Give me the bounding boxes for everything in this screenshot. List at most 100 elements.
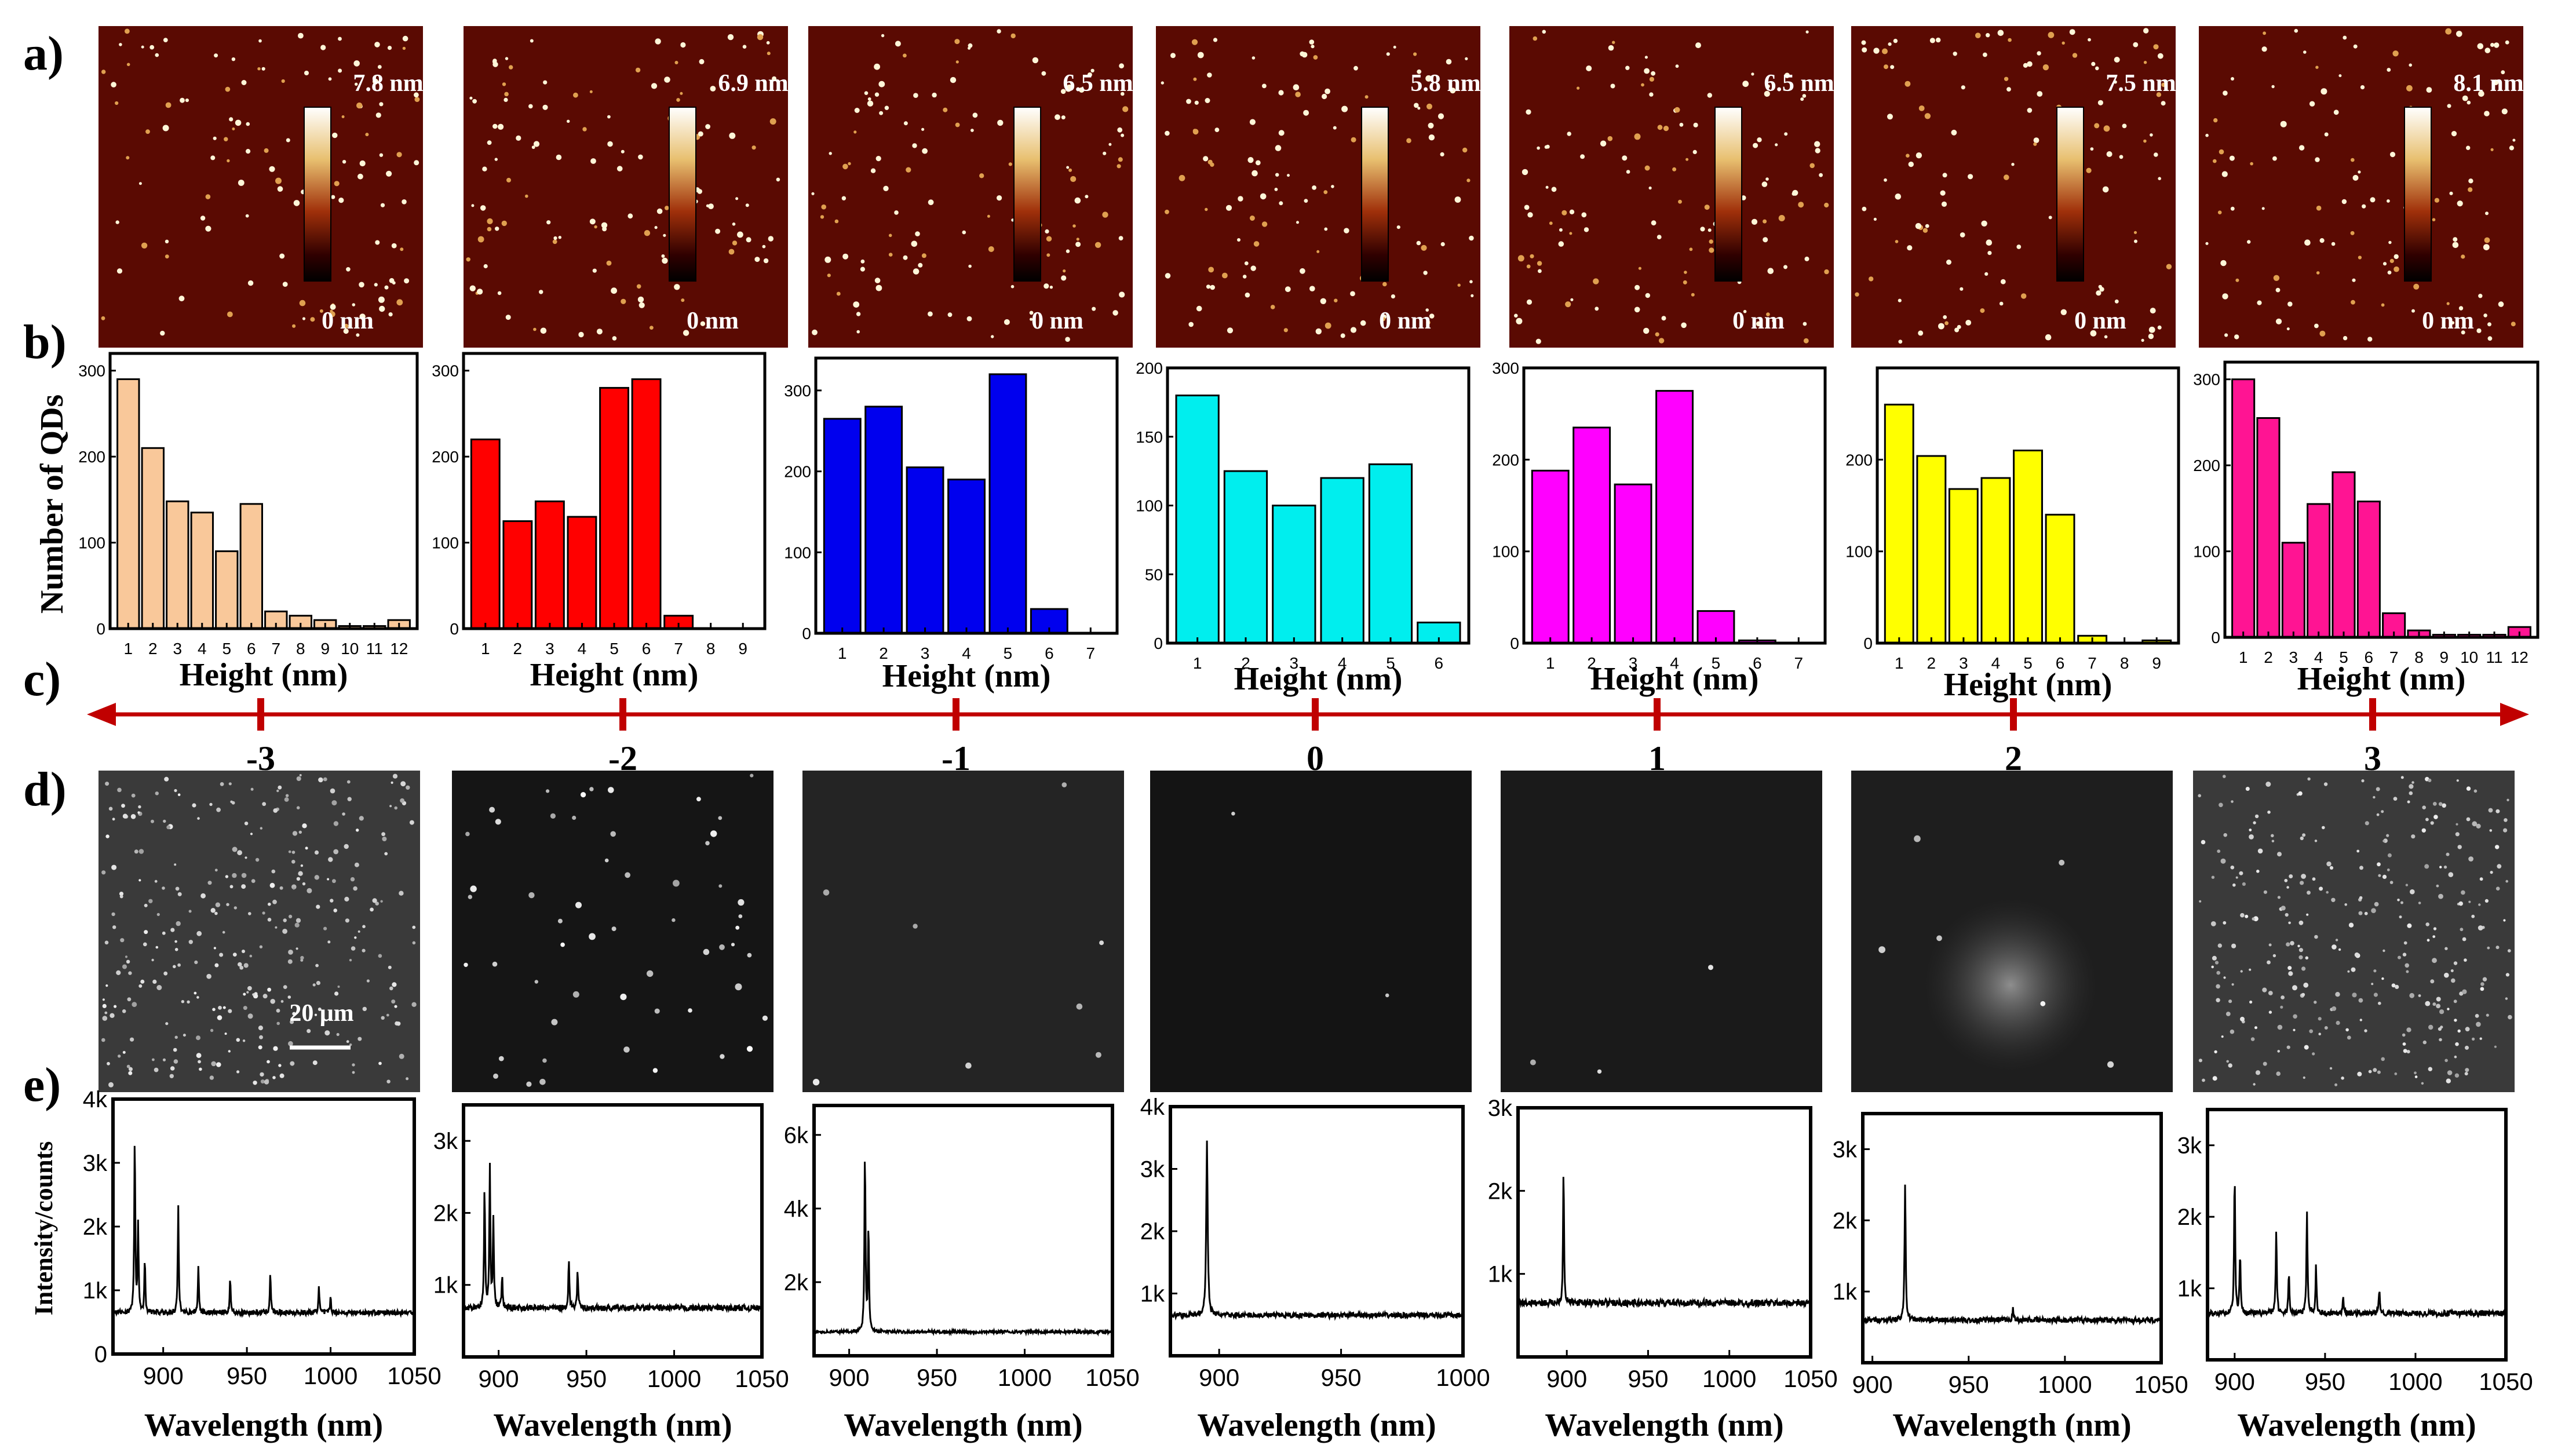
- pl-spot: [243, 1006, 247, 1010]
- afm-dot: [165, 254, 169, 259]
- afm-dot: [1206, 284, 1211, 289]
- afm-dot: [1068, 168, 1072, 172]
- afm-dot: [1644, 165, 1650, 171]
- afm-dot: [2114, 299, 2119, 304]
- afm-dot: [1593, 278, 1599, 284]
- afm-dot: [2413, 283, 2420, 290]
- afm-dot: [1607, 136, 1613, 141]
- pl-spot: [738, 914, 743, 918]
- afm-dot: [757, 34, 764, 41]
- pl-spot: [2465, 1027, 2470, 1032]
- pl-spot: [652, 1068, 658, 1073]
- afm-dot: [320, 45, 326, 50]
- pl-spot: [965, 1062, 972, 1069]
- pl-spot: [276, 1009, 280, 1013]
- afm-dot: [2275, 318, 2282, 324]
- pl-spot: [290, 1061, 295, 1066]
- pl-spot: [162, 1058, 166, 1061]
- pl-spot: [2450, 969, 2454, 972]
- pl-spot: [2432, 1002, 2436, 1006]
- pl-spot: [2478, 903, 2481, 906]
- afm-dot: [1888, 42, 1892, 46]
- afm-dot: [732, 222, 736, 226]
- pl-spot: [302, 882, 306, 886]
- pl-spot: [144, 903, 148, 907]
- afm-dot: [1918, 105, 1925, 111]
- pl-spot: [2436, 1003, 2440, 1009]
- afm-dot: [2148, 326, 2155, 333]
- pl-spot: [327, 940, 331, 944]
- afm-dot: [286, 138, 290, 143]
- afm-dot: [2389, 258, 2394, 263]
- spectrum-ytick-label: 1k: [2177, 1276, 2202, 1302]
- afm-dot: [2358, 170, 2361, 174]
- afm-dot: [1170, 53, 1176, 59]
- pl-spot: [2442, 803, 2447, 808]
- afm-dot: [1600, 140, 1607, 147]
- afm-dot: [2027, 61, 2033, 67]
- afm-dot: [396, 152, 402, 158]
- pl-spot: [2489, 829, 2493, 832]
- afm-dot: [378, 296, 385, 303]
- afm-dot: [2023, 63, 2028, 68]
- histogram-bar: [1175, 395, 1220, 644]
- afm-dot: [2000, 279, 2006, 284]
- afm-dot: [1873, 48, 1880, 54]
- pl-spot: [272, 1076, 276, 1079]
- histogram-xtick-label: 6: [1753, 654, 1762, 672]
- pl-spot: [2212, 1076, 2217, 1081]
- afm-dot: [824, 256, 831, 263]
- pl-spot: [2376, 813, 2380, 816]
- afm-dot: [1462, 147, 1468, 153]
- pl-spot: [381, 832, 385, 837]
- afm-dot: [1186, 98, 1191, 104]
- afm-dot: [503, 97, 508, 102]
- afm-dot: [2451, 321, 2455, 324]
- pl-spot: [102, 1016, 108, 1021]
- pl-spot: [2478, 925, 2483, 930]
- afm-dot: [1070, 176, 1077, 183]
- pl-spot: [572, 991, 579, 998]
- pl-spot: [2262, 987, 2267, 992]
- row-label-b: b): [23, 315, 67, 369]
- pl-spot: [2389, 881, 2394, 884]
- afm-dot: [1651, 220, 1657, 226]
- afm-dot: [644, 230, 651, 236]
- afm-dot: [1074, 197, 1081, 204]
- afm-dot: [1980, 308, 1985, 313]
- pl-spot: [2332, 1006, 2337, 1011]
- pl-spot: [1076, 1003, 1083, 1010]
- pl-spot: [2418, 902, 2421, 904]
- pl-spot: [2281, 995, 2285, 999]
- pl-spot: [2447, 1008, 2450, 1010]
- histogram-xtick-label: 6: [642, 640, 651, 658]
- afm-dot: [2004, 174, 2009, 180]
- afm-dot: [200, 216, 206, 221]
- afm-dot: [767, 52, 771, 56]
- afm-dot: [1414, 103, 1419, 108]
- pl-spot: [194, 960, 198, 964]
- histogram-xlabel: Height (nm): [1944, 667, 2112, 703]
- spectrum-xtick-label: 950: [1321, 1364, 1362, 1391]
- pl-spot: [137, 811, 140, 814]
- spectrum-xtick-label: 900: [479, 1365, 519, 1392]
- pl-spot: [2438, 1027, 2442, 1031]
- pl-spot: [2479, 877, 2483, 881]
- pl-spot: [291, 884, 297, 889]
- pl-spot: [492, 961, 498, 967]
- pl-spot: [1708, 965, 1713, 970]
- pl-image-4: [1150, 771, 1472, 1092]
- afm-dot: [1457, 283, 1461, 287]
- pl-spot: [2263, 890, 2267, 894]
- pl-spot: [2424, 864, 2429, 869]
- spectrum-ytick-label: 2k: [1140, 1219, 1165, 1245]
- afm-dot: [638, 302, 645, 308]
- afm-dot: [1075, 242, 1081, 247]
- pl-spot: [214, 869, 218, 872]
- pl-glow: [1924, 898, 2097, 1072]
- histogram-xtick-label: 12: [390, 640, 408, 658]
- pl-spot: [262, 994, 268, 999]
- afm-dot: [1278, 130, 1285, 136]
- afm-dot: [332, 132, 338, 138]
